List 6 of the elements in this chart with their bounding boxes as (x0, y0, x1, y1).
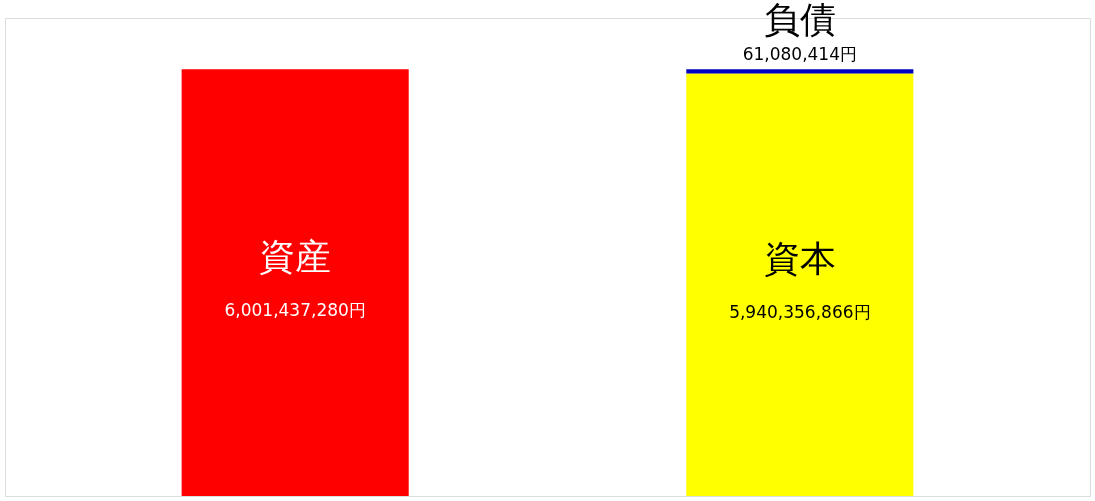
data-label: 61,080,414円 (742, 44, 857, 65)
data-label: 6,001,437,280円 (224, 299, 366, 320)
series-label: 資本 (763, 237, 836, 279)
series-label: 資産 (259, 235, 332, 277)
data-label: 5,940,356,866円 (729, 301, 871, 322)
series-label: 負債 (763, 0, 836, 41)
